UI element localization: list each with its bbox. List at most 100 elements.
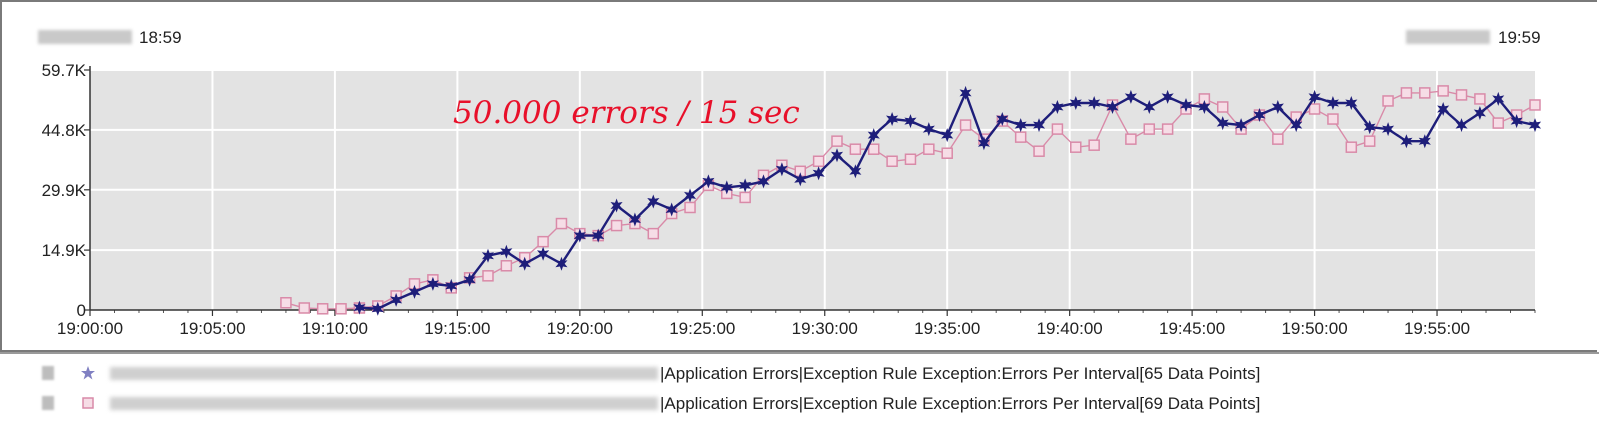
data-point (684, 201, 696, 214)
data-point (1400, 87, 1413, 99)
data-point (959, 119, 972, 131)
data-point (1216, 116, 1229, 131)
data-point (1014, 131, 1027, 143)
data-point (353, 300, 366, 315)
data-point (1161, 123, 1174, 135)
data-point (1161, 89, 1174, 104)
data-point (1143, 123, 1156, 135)
data-point (1124, 89, 1137, 104)
data-point (849, 143, 862, 155)
axes: 0 14.9K 29.9K 44.8K 59.7K 19:00:00 19:05:00 19:… (42, 61, 1536, 338)
x-tick-label: 19:30:00 (792, 319, 858, 338)
start-time-label: 18:59 (139, 28, 182, 47)
end-date-redacted (1406, 30, 1490, 44)
data-point (1419, 87, 1431, 99)
x-tick-label: 19:20:00 (547, 319, 613, 338)
x-tick-label: 19:15:00 (424, 319, 490, 338)
x-tick-label: 19:35:00 (914, 319, 980, 338)
data-point (1455, 118, 1468, 133)
data-point (684, 188, 697, 203)
data-point (904, 114, 917, 129)
x-tick-label: 19:10:00 (302, 319, 368, 338)
legend-checkbox-redacted[interactable] (42, 396, 54, 410)
data-point (849, 164, 862, 179)
data-point (996, 112, 1009, 126)
y-tick-label: 0 (77, 301, 86, 320)
star-marker-icon (81, 366, 95, 380)
data-point (298, 302, 311, 314)
data-point (445, 278, 458, 293)
data-point (1216, 101, 1229, 113)
annotation-label: 50.000 errors / 15 sec (453, 95, 800, 131)
data-point (1051, 100, 1064, 114)
errors-line-chart: 0 14.9K 29.9K 44.8K 59.7K 19:00:00 19:05:00 19:… (42, 61, 1542, 338)
data-point (1125, 133, 1137, 145)
data-point (1473, 106, 1486, 120)
data-point (592, 228, 605, 243)
data-point (408, 284, 421, 299)
data-point (610, 198, 623, 213)
data-point (1510, 114, 1523, 129)
data-point (1492, 91, 1505, 106)
data-point (922, 122, 935, 137)
data-point (537, 246, 550, 261)
series-square (280, 85, 1541, 315)
data-point (555, 217, 568, 230)
data-point (886, 155, 898, 168)
series-star (353, 85, 1542, 316)
data-point (1198, 100, 1211, 114)
data-point (518, 256, 531, 271)
data-point (280, 297, 292, 309)
data-point (1106, 100, 1119, 114)
data-point (904, 153, 917, 165)
data-point (702, 174, 715, 189)
y-tick-label: 29.9K (42, 181, 87, 200)
data-point (335, 303, 347, 315)
data-point (555, 256, 568, 271)
legend-label: |Application Errors|Exception Rule Excep… (660, 394, 1261, 413)
data-point (1069, 96, 1082, 110)
y-tick-label: 44.8K (42, 121, 87, 140)
y-tick-label: 59.7K (42, 61, 87, 80)
data-point (1051, 123, 1064, 135)
data-point (1253, 108, 1266, 122)
data-point (1308, 89, 1321, 104)
legend-panel: |Application Errors|Exception Rule Excep… (0, 352, 1599, 432)
data-point (537, 235, 549, 248)
legend-entry-2[interactable]: |Application Errors|Exception Rule Excep… (42, 392, 1582, 418)
data-point (720, 180, 733, 195)
end-time-label: 19:59 (1498, 28, 1541, 47)
x-tick-label: 19:25:00 (669, 319, 735, 338)
data-point (1474, 93, 1486, 105)
x-tick-label: 19:00:00 (57, 319, 123, 338)
legend-checkbox-redacted[interactable] (42, 366, 54, 380)
data-point (1437, 102, 1450, 116)
data-point (886, 112, 899, 126)
data-point (1014, 118, 1027, 133)
data-point (1345, 96, 1358, 110)
data-point (775, 162, 788, 177)
data-point (812, 166, 825, 181)
x-tick-label: 19:55:00 (1404, 319, 1470, 338)
data-point (610, 219, 623, 232)
data-point (739, 178, 752, 193)
data-point (500, 260, 513, 272)
legend-label: |Application Errors|Exception Rule Excep… (660, 364, 1261, 383)
data-point (867, 143, 880, 155)
data-point (977, 136, 990, 151)
data-point (1437, 85, 1449, 97)
data-point (500, 244, 513, 259)
legend-entry-1[interactable]: |Application Errors|Exception Rule Excep… (42, 362, 1582, 388)
data-point (1382, 122, 1395, 137)
data-point (1400, 134, 1413, 149)
data-point (1088, 96, 1101, 110)
data-point (1143, 100, 1156, 114)
data-point (482, 270, 494, 282)
data-point (426, 276, 439, 291)
data-point (463, 272, 476, 287)
data-point (831, 135, 843, 147)
x-tick-label: 19:05:00 (179, 319, 245, 338)
data-point (1088, 139, 1100, 151)
data-point (941, 147, 953, 159)
data-point (481, 248, 494, 263)
